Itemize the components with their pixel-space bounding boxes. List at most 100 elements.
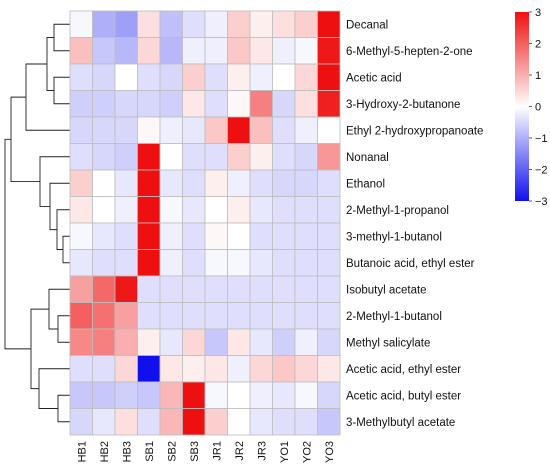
heatmap-cell xyxy=(227,355,251,383)
heatmap-cell xyxy=(159,408,183,436)
heatmap-cell xyxy=(159,37,183,65)
heatmap-cell xyxy=(137,275,161,303)
heatmap-cell xyxy=(137,249,161,277)
colorbar-tick-label: −2 xyxy=(535,165,548,177)
dendrogram-branch xyxy=(38,368,70,409)
heatmap-cell xyxy=(69,196,93,224)
heatmap-cell xyxy=(294,143,318,171)
heatmap-cell xyxy=(272,37,296,65)
heatmap-cell xyxy=(182,302,206,330)
heatmap-cell xyxy=(92,222,116,250)
heatmap-cell xyxy=(227,275,251,303)
heatmap-cell xyxy=(92,90,116,118)
heatmap-cell xyxy=(294,328,318,356)
heatmap-cell xyxy=(69,328,93,356)
heatmap-cell xyxy=(92,143,116,171)
heatmap-cell xyxy=(159,196,183,224)
heatmap-cell xyxy=(227,381,251,409)
colorbar-tick-label: 1 xyxy=(535,70,541,82)
heatmap-cell xyxy=(227,302,251,330)
heatmap-cell xyxy=(294,275,318,303)
heatmap-cell xyxy=(249,63,273,91)
heatmap-cell xyxy=(317,169,341,197)
heatmap-cell xyxy=(137,90,161,118)
heatmap-cell xyxy=(294,249,318,277)
column-label: JR1 xyxy=(211,441,223,461)
heatmap-cell xyxy=(294,381,318,409)
heatmap-cell xyxy=(69,116,93,144)
colorbar-tick-label: 0 xyxy=(535,102,541,114)
heatmap-cell xyxy=(227,63,251,91)
heatmap-cell xyxy=(272,222,296,250)
heatmap-cell xyxy=(317,222,341,250)
heatmap-cell xyxy=(69,10,93,38)
heatmap-cell xyxy=(92,328,116,356)
color-scale-legend: 3 2 1 0 −1 −2 −3 xyxy=(515,7,548,208)
dendrogram-branch xyxy=(62,235,70,264)
heatmap-cell xyxy=(317,302,341,330)
heatmap-cell xyxy=(69,408,93,436)
heatmap-cell xyxy=(159,116,183,144)
heatmap-cell xyxy=(182,90,206,118)
heatmap-cell xyxy=(114,169,138,197)
heatmap-cell xyxy=(92,355,116,383)
heatmap-cell xyxy=(114,302,138,330)
heatmap-cell xyxy=(227,196,251,224)
heatmap-cell xyxy=(114,249,138,277)
heatmap-cell xyxy=(294,222,318,250)
row-label: Nonanal xyxy=(346,152,389,164)
heatmap-cell xyxy=(92,196,116,224)
heatmap-cell xyxy=(272,196,296,224)
heatmap-cell xyxy=(204,408,228,436)
row-labels: Decanal 6-Methyl-5-hepten-2-one Acetic aci… xyxy=(346,19,483,429)
colorbar-tick-label: 3 xyxy=(535,7,541,19)
column-label: JR2 xyxy=(234,441,246,461)
heatmap-cell xyxy=(249,10,273,38)
heatmap-cell xyxy=(92,408,116,436)
heatmap-cell xyxy=(272,116,296,144)
dendrogram-branch xyxy=(30,308,49,390)
heatmap-cell xyxy=(159,169,183,197)
heatmap-cell xyxy=(69,169,93,197)
dendrogram-branch xyxy=(53,76,70,105)
heatmap-cell xyxy=(294,116,318,144)
heatmap-cell xyxy=(227,328,251,356)
heatmap-cell xyxy=(294,302,318,330)
heatmap-cell xyxy=(69,63,93,91)
heatmap-cell xyxy=(182,10,206,38)
heatmap-cell xyxy=(249,355,273,383)
heatmap-cell xyxy=(317,275,341,303)
heatmap-cell xyxy=(249,275,273,303)
heatmap-cell xyxy=(114,143,138,171)
row-label: Acetic acid xyxy=(346,72,402,84)
heatmap-cell xyxy=(227,143,251,171)
heatmap-cell xyxy=(204,116,228,144)
heatmap-cell xyxy=(159,275,183,303)
row-label: Acetic acid, ethyl ester xyxy=(346,364,461,376)
column-label: HB1 xyxy=(76,441,88,462)
heatmap-cell xyxy=(182,116,206,144)
heatmap-cell xyxy=(182,37,206,65)
heatmap-cell xyxy=(182,275,206,303)
heatmap-cell xyxy=(159,381,183,409)
dendrogram-branch xyxy=(25,63,70,131)
dendrogram-branch xyxy=(39,156,70,207)
heatmap-cell xyxy=(249,169,273,197)
row-label: 3-methyl-1-butanol xyxy=(346,231,442,243)
heatmap-cell xyxy=(182,381,206,409)
heatmap-cell xyxy=(204,196,228,224)
heatmap-cell xyxy=(182,222,206,250)
heatmap-cell xyxy=(69,249,93,277)
heatmap-cell xyxy=(204,302,228,330)
heatmap-cell xyxy=(249,302,273,330)
heatmap-cell xyxy=(249,116,273,144)
heatmap-cell xyxy=(92,169,116,197)
heatmap-cell xyxy=(114,90,138,118)
heatmap-cell xyxy=(317,10,341,38)
heatmap-cell xyxy=(272,302,296,330)
heatmap-cell xyxy=(114,63,138,91)
heatmap-cell xyxy=(114,196,138,224)
row-dendrogram xyxy=(4,23,70,423)
heatmap-cell xyxy=(114,10,138,38)
heatmap-cell xyxy=(92,249,116,277)
